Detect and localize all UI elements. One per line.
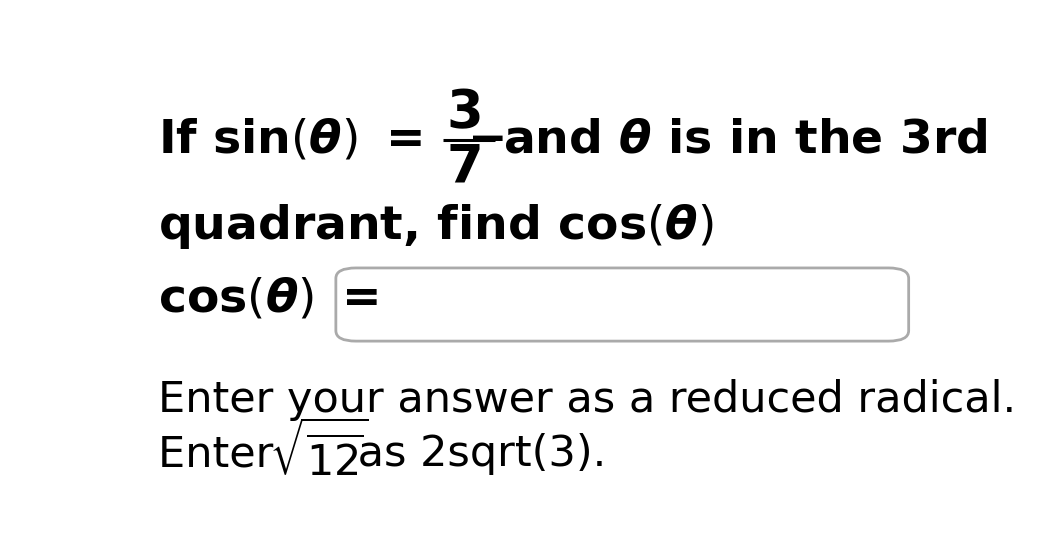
- Text: as 2sqrt(3).: as 2sqrt(3).: [344, 433, 606, 475]
- Text: Enter your answer as a reduced radical.: Enter your answer as a reduced radical.: [158, 378, 1016, 421]
- Text: quadrant, find $\mathbf{cos}(\boldsymbol{\theta})$: quadrant, find $\mathbf{cos}(\boldsymbol…: [158, 201, 714, 251]
- Text: and $\boldsymbol{\theta}$ is in the 3rd: and $\boldsymbol{\theta}$ is in the 3rd: [503, 118, 988, 163]
- Text: $\sqrt{\overline{12}}$: $\sqrt{\overline{12}}$: [269, 423, 369, 485]
- FancyBboxPatch shape: [336, 268, 909, 341]
- Text: 3: 3: [447, 87, 483, 139]
- Text: If $\mathbf{sin}(\boldsymbol{\theta})$ $\mathbf{=}$  $\mathbf{-}$: If $\mathbf{sin}(\boldsymbol{\theta})$ $…: [158, 118, 504, 163]
- Text: $\mathbf{cos}(\boldsymbol{\theta})$ $\mathbf{=}$: $\mathbf{cos}(\boldsymbol{\theta})$ $\ma…: [158, 277, 379, 322]
- Text: Enter: Enter: [158, 433, 287, 475]
- Text: 7: 7: [447, 142, 483, 194]
